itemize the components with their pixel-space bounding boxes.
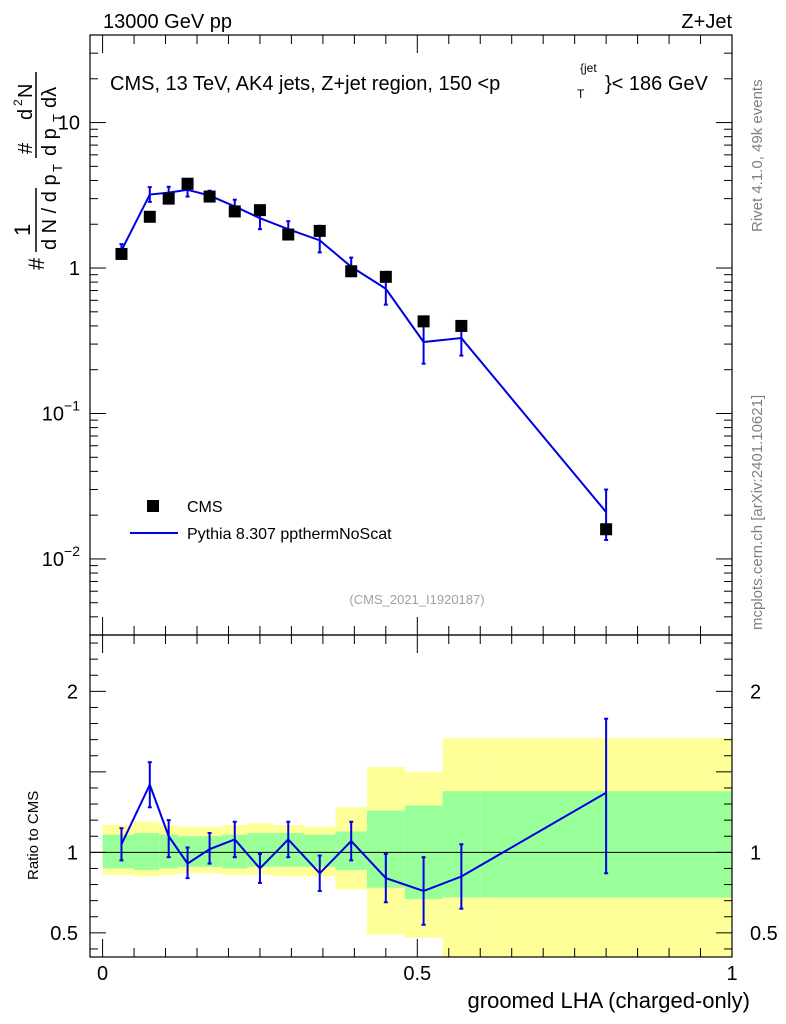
plot-title-tail: }< 186 GeV: [605, 73, 709, 95]
data-point: [203, 190, 216, 203]
data-point: [379, 270, 392, 283]
y-tick-label: 10−2: [42, 543, 80, 571]
ratio-y-axis-label: Ratio to CMS: [25, 791, 42, 880]
ratio-y-ticks: 0.5 0.5 1 1 2 2: [50, 642, 778, 950]
ratio-band-inner: [134, 833, 160, 871]
data-point: [228, 205, 241, 218]
data-point: [162, 192, 175, 205]
ratio-y-tick-label: 1: [67, 842, 78, 864]
legend-cms-marker: [147, 500, 159, 512]
main-mc-line: [120, 188, 607, 513]
data-point: [282, 228, 295, 241]
data-point: [143, 210, 156, 223]
legend: CMS Pythia 8.307 ppthermNoScat: [130, 499, 392, 543]
x-tick-label: 1: [726, 963, 737, 985]
data-point: [455, 319, 468, 332]
x-tick-label: 0: [97, 963, 108, 985]
rivet-label: Rivet 4.1.0, 49k events: [749, 79, 766, 232]
plot-title-sub: T: [577, 87, 585, 101]
x-ticks: 0 0.5 1: [97, 35, 738, 985]
svg-text:T: T: [50, 164, 65, 172]
ratio-y-tick-label-right: 1: [750, 842, 761, 864]
svg-text:#: #: [15, 142, 37, 154]
legend-cms-label: CMS: [187, 499, 223, 516]
svg-text:2: 2: [11, 99, 25, 106]
svg-text:dλ: dλ: [39, 87, 61, 108]
ratio-mc-line: [120, 782, 607, 893]
plot-title-main: CMS, 13 TeV, AK4 jets, Z+jet region, 150…: [110, 73, 500, 95]
svg-text:#: #: [24, 257, 49, 270]
ratio-y-tick-label-right: 0.5: [750, 923, 778, 945]
y-tick-exp: −2: [64, 543, 80, 559]
x-axis-label: groomed LHA (charged-only): [468, 988, 750, 1013]
plot-title: CMS, 13 TeV, AK4 jets, Z+jet region, 150…: [110, 61, 709, 101]
main-frame: [89, 34, 733, 636]
data-point: [417, 315, 430, 328]
ratio-y-tick-label: 2: [67, 681, 78, 703]
y-tick-label: 1: [69, 258, 80, 280]
ratio-bands: [102, 738, 732, 957]
svg-text:d N / d p: d N / d p: [39, 174, 61, 250]
data-point: [253, 204, 266, 217]
data-point: [345, 265, 358, 278]
x-tick-label: 0.5: [403, 963, 431, 985]
svg-text:N: N: [15, 84, 37, 98]
ratio-frame: [89, 634, 733, 958]
main-data-series: [115, 177, 613, 536]
ratio-band-inner: [102, 834, 135, 869]
svg-text:1: 1: [10, 224, 35, 236]
main-mc-series: [119, 182, 609, 541]
header-left: 13000 GeV pp: [103, 11, 232, 33]
plot-title-sup: {jet: [580, 61, 597, 75]
y-tick-exp: −1: [64, 397, 80, 413]
svg-text:d p: d p: [39, 128, 61, 156]
data-point: [313, 224, 326, 237]
svg-text:T: T: [50, 114, 65, 122]
main-y-axis-label: # 1 d N / d p T # d 2 N d p T dλ: [10, 72, 65, 270]
data-point: [115, 247, 128, 260]
legend-mc-label: Pythia 8.307 ppthermNoScat: [187, 526, 392, 543]
ratio-y-tick-label: 0.5: [50, 923, 78, 945]
data-point: [600, 523, 613, 536]
header-right: Z+Jet: [681, 11, 732, 33]
mcplots-label: mcplots.cern.ch [arXiv:2401.10621]: [749, 395, 766, 630]
analysis-label: (CMS_2021_I1920187): [349, 592, 484, 607]
svg-text:d: d: [15, 109, 37, 120]
ratio-y-tick-label-right: 2: [750, 681, 761, 703]
data-point: [181, 177, 194, 190]
main-y-ticks: 10−2 10−1 1 10: [42, 34, 732, 636]
ratio-mc-series: [119, 717, 609, 926]
y-tick-label: 10: [58, 113, 80, 135]
y-tick-label: 10−1: [42, 397, 80, 425]
